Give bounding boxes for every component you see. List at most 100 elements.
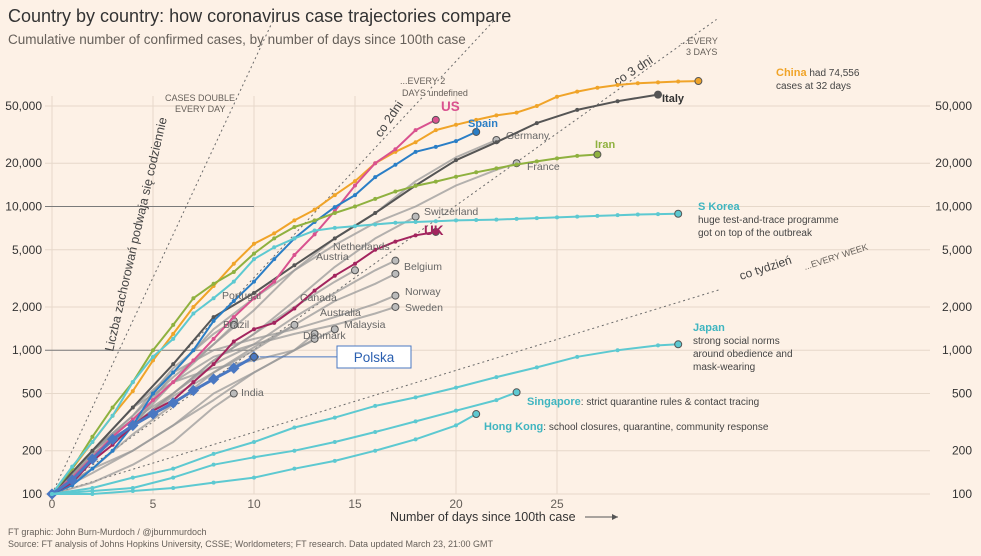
footer-source: Source: FT analysis of Johns Hopkins Uni… — [8, 539, 494, 549]
series-point-iran — [151, 348, 155, 353]
axes: 0 5 10 15 20 25 100 100 200 200 500 500 1,000 1,000 2,… — [5, 99, 972, 524]
y-tick-label-left: 10,000 — [5, 199, 42, 213]
series-endpoint-us — [431, 115, 440, 124]
series-point-iran — [272, 236, 277, 241]
series-note-line: got on top of the outbreak — [698, 228, 813, 239]
series-point-s-korea — [353, 224, 357, 229]
series-point-hong-kong — [252, 475, 256, 480]
series-point-s-korea — [656, 212, 660, 217]
series-point-japan — [211, 451, 216, 456]
series-point-s-korea — [272, 245, 277, 250]
reference-label: CASES DOUBLE — [165, 93, 235, 103]
series-endpoint-brazil — [229, 320, 238, 329]
series-point-hong-kong — [373, 448, 378, 453]
series-point-hong-kong — [211, 480, 216, 485]
series-point-italy — [292, 263, 297, 268]
series-name: Denmark — [303, 330, 346, 342]
series-point-hong-kong — [292, 466, 297, 471]
series-point-italy — [130, 405, 135, 410]
reference-annotation: Liczba zachorowań podwaja się codziennie — [102, 116, 170, 353]
series-point-singapore — [494, 398, 499, 403]
series-point-japan — [534, 365, 539, 370]
series-point-spain — [413, 149, 418, 154]
series-point-china — [615, 82, 620, 87]
reference-label: ...EVERY 2 — [400, 76, 445, 86]
series-endpoint-canada — [290, 320, 299, 329]
series-line-s-korea — [51, 212, 679, 495]
series-note: : strict quarantine rules & contact trac… — [581, 397, 759, 408]
series-note-line: mask-wearing — [693, 362, 755, 373]
series-point-uk — [211, 362, 216, 367]
reference-label: EVERY DAY — [175, 104, 226, 114]
series-point-china — [332, 193, 337, 198]
series-point-s-korea — [433, 219, 438, 224]
series-point-us — [312, 232, 317, 237]
series-point-spain — [90, 466, 95, 471]
series-point-s-korea — [615, 213, 620, 218]
series-label-japan: Japan — [693, 322, 725, 334]
series-point-italy — [90, 448, 95, 453]
series-name: US — [441, 99, 460, 114]
series-point-iran — [353, 204, 357, 209]
series-point-china — [454, 122, 458, 127]
series-name: France — [527, 161, 560, 173]
x-axis-arrowhead — [612, 514, 618, 520]
series-name: UK — [424, 223, 444, 238]
series-point-spain — [110, 448, 115, 453]
series-name: Iran — [595, 139, 615, 151]
series-point-hong-kong — [171, 486, 176, 491]
series-point-china — [676, 79, 681, 84]
series-label-australia: Australia — [320, 307, 361, 319]
series-point-japan — [171, 466, 176, 471]
reference-label: ...EVERY WEEK — [803, 242, 870, 272]
series-point-polska — [127, 419, 139, 432]
series-point-iran — [292, 224, 297, 229]
y-tick-label-left: 50,000 — [5, 99, 42, 113]
series-point-italy — [615, 99, 620, 104]
series-point-hong-kong — [413, 437, 418, 442]
series-point-iran — [575, 153, 580, 158]
series-point-us — [353, 183, 357, 188]
series-point-iran — [191, 296, 196, 301]
series-point-s-korea — [332, 225, 337, 230]
series-point-iran — [110, 405, 115, 410]
series-point-japan — [90, 486, 95, 491]
x-tick-label: 10 — [247, 497, 261, 511]
y-tick-label-right: 500 — [952, 387, 972, 401]
series-point-italy — [252, 291, 256, 296]
y-tick-label-right: 1,000 — [942, 343, 972, 357]
series-label-india: India — [241, 387, 264, 399]
series-point-singapore — [413, 419, 418, 424]
series-name: Australia — [320, 307, 361, 319]
series-line-spain — [51, 130, 477, 495]
series-point-china — [494, 113, 499, 118]
series-endpoint-norway — [391, 291, 400, 300]
series-endpoint-denmark — [310, 334, 319, 343]
series-point-china — [514, 110, 519, 115]
series-point-iran — [312, 218, 317, 223]
series-label-netherlands: Netherlands — [333, 241, 390, 253]
series-point-japan — [615, 348, 620, 353]
series-point-spain — [433, 144, 438, 149]
series-point-singapore — [252, 455, 256, 460]
series-point-china — [312, 207, 317, 212]
series-point-s-korea — [494, 217, 499, 222]
series-point-singapore — [90, 488, 95, 493]
series-point-s-korea — [231, 279, 236, 284]
series-point-china — [353, 179, 357, 184]
series-point-uk — [373, 247, 378, 252]
series-point-iran — [534, 159, 539, 164]
series-point-s-korea — [575, 214, 580, 219]
series-point-singapore — [454, 408, 458, 413]
x-tick-label: 15 — [348, 497, 362, 511]
series-point-china — [555, 94, 559, 99]
series-point-uk — [332, 273, 337, 278]
series-label-belgium: Belgium — [404, 261, 442, 273]
series-point-spain — [231, 299, 236, 304]
series-point-iran — [211, 281, 216, 286]
series-point-s-korea — [90, 439, 95, 444]
series-point-hong-kong — [50, 492, 54, 496]
series-endpoint-uk — [431, 227, 440, 236]
series-label-spain: Spain — [468, 118, 498, 130]
grid-lines — [45, 96, 930, 495]
